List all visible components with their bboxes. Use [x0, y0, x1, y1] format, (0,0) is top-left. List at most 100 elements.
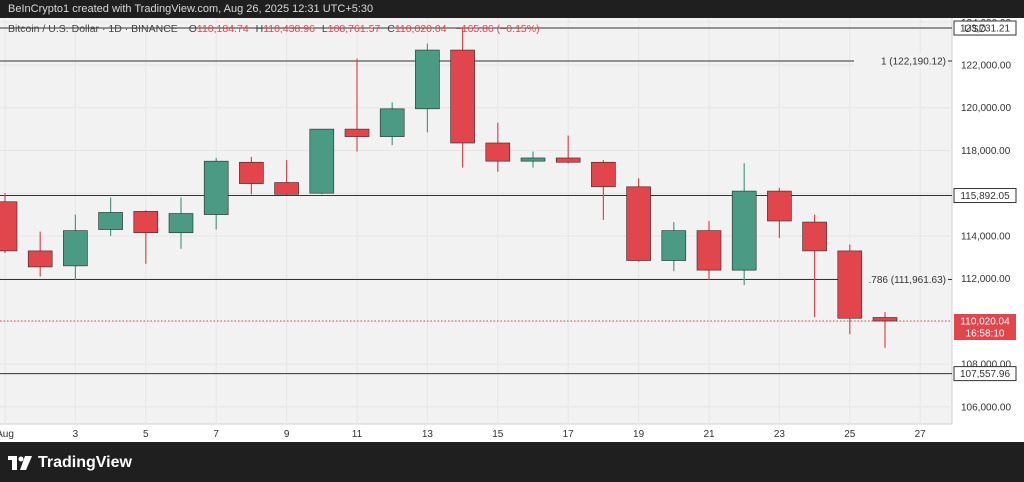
attribution-text: BeInCrypto1 created with TradingView.com… — [8, 3, 374, 15]
candle-body — [837, 250, 863, 319]
bearish-candle — [555, 135, 581, 164]
candle-body — [274, 182, 299, 195]
last-price-tag — [954, 314, 1016, 341]
x-tick-label: 19 — [633, 429, 645, 440]
y-tick-label: 120,000.00 — [961, 103, 1011, 114]
horizontal-levels: 1 (122,190.12) .786 (111,961.63) — [0, 27, 952, 375]
fib-annotation: 1 (122,190.12) — [881, 56, 946, 67]
time-axis[interactable]: Aug 3 5 7 9 11 13 15 17 19 21 23 25 27 — [0, 429, 926, 440]
bearish-candle — [450, 28, 475, 168]
level-price-box — [953, 188, 1017, 204]
high-value: 110,438.96 — [263, 23, 315, 35]
countdown-label: 16:58:10 — [966, 329, 1005, 340]
y-tick-label: 112,000.00 — [961, 274, 1011, 285]
bearish-candle — [274, 160, 299, 196]
bullish-candle — [98, 197, 123, 236]
bullish-candle — [203, 157, 229, 230]
bearish-candle — [872, 312, 898, 348]
x-tick-label: 3 — [73, 429, 79, 440]
candle-body — [731, 190, 757, 271]
candle-body — [379, 108, 405, 137]
candle-body — [802, 221, 827, 252]
candle-body — [0, 201, 18, 252]
bearish-candle — [27, 231, 53, 277]
candle-body — [661, 230, 687, 261]
bearish-candle — [696, 221, 722, 280]
currency-label: USD — [964, 23, 987, 35]
level-price-label: 115,892.05 — [960, 191, 1010, 202]
bullish-candle — [63, 214, 88, 280]
candlestick-chart[interactable]: 1 (122,190.12) .786 (111,961.63) 106,000.… — [0, 0, 1024, 442]
bearish-candle — [344, 58, 370, 152]
candle-body — [133, 211, 159, 234]
candle-body — [203, 160, 229, 215]
candle-body — [450, 49, 475, 144]
bearish-candle — [239, 156, 264, 195]
x-tick-label: 15 — [492, 429, 504, 440]
candle-body — [63, 230, 88, 267]
bullish-candle — [520, 151, 546, 168]
svg-text:Bitcoin / U.S. Dollar · 1D · B: Bitcoin / U.S. Dollar · 1D · BINANCE O11… — [8, 23, 540, 35]
plot-area — [0, 18, 952, 424]
bullish-candle — [661, 222, 687, 272]
open-value: 110,184.74 — [197, 23, 249, 35]
bearish-candle — [485, 122, 511, 172]
candle-body — [520, 157, 546, 162]
candle-body — [696, 230, 722, 271]
candle-body — [872, 317, 898, 322]
candle-body — [626, 186, 651, 261]
x-tick-label: 7 — [213, 429, 219, 440]
symbol-legend: Bitcoin / U.S. Dollar · 1D · BINANCE O11… — [8, 23, 540, 35]
candle-body — [309, 128, 335, 194]
x-tick-label: 21 — [703, 429, 715, 440]
x-tick-label: Aug — [0, 429, 14, 440]
x-tick-label: 9 — [284, 429, 290, 440]
y-tick-label: 118,000.00 — [961, 146, 1011, 157]
candle-body — [415, 49, 440, 110]
candle-body — [485, 142, 511, 162]
bearish-candle — [591, 160, 616, 220]
x-tick-label: 13 — [422, 429, 434, 440]
high-label: H — [256, 23, 264, 35]
candle-body — [239, 161, 264, 184]
footer-bar: TradingView — [0, 442, 1024, 482]
x-tick-label: 5 — [143, 429, 149, 440]
level-price-label: 123,731.21 — [960, 24, 1010, 35]
x-tick-label: 25 — [844, 429, 856, 440]
brand-name: TradingView — [38, 454, 132, 471]
close-label: C — [387, 23, 395, 35]
change-value: −165.86 (−0.15%) — [456, 23, 540, 35]
level-price-label: 107,557.96 — [960, 369, 1010, 380]
bullish-candle — [168, 197, 194, 249]
fib-annotation: .786 (111,961.63) — [869, 275, 946, 286]
candle-body — [555, 157, 581, 163]
fib-annotation-bg — [854, 272, 948, 287]
bearish-candle — [767, 187, 792, 239]
level-price-box — [953, 20, 1017, 36]
x-tick-label: 11 — [352, 429, 363, 440]
y-tick-label: 114,000.00 — [961, 231, 1011, 242]
candle-body — [98, 212, 123, 230]
tradingview-logo[interactable]: TradingView — [8, 454, 132, 472]
fib-annotation-bg — [854, 53, 948, 68]
candle-body — [27, 250, 53, 268]
attribution-bar: BeInCrypto1 created with TradingView.com… — [0, 0, 1024, 18]
level-price-box — [953, 366, 1017, 382]
bullish-candle — [379, 102, 405, 146]
x-tick-label: 23 — [774, 429, 786, 440]
bearish-candle — [626, 178, 651, 262]
candle-body — [344, 128, 370, 137]
x-tick-label: 27 — [915, 429, 927, 440]
y-tick-label: 106,000.00 — [961, 402, 1011, 413]
open-label: O — [189, 23, 197, 35]
bullish-candle — [309, 128, 335, 195]
price-axis[interactable]: 106,000.00108,000.00110,000.00112,000.00… — [953, 18, 1017, 414]
tradingview-logo-icon — [8, 456, 32, 470]
x-tick-label: 17 — [563, 429, 575, 440]
symbol-title: Bitcoin / U.S. Dollar · 1D · BINANCE — [8, 23, 178, 35]
close-value: 110,020.04 — [395, 23, 447, 35]
y-tick-label: 108,000.00 — [961, 360, 1011, 371]
bullish-candle — [415, 43, 440, 133]
bearish-candle — [133, 210, 159, 264]
y-tick-label: 122,000.00 — [961, 61, 1011, 72]
